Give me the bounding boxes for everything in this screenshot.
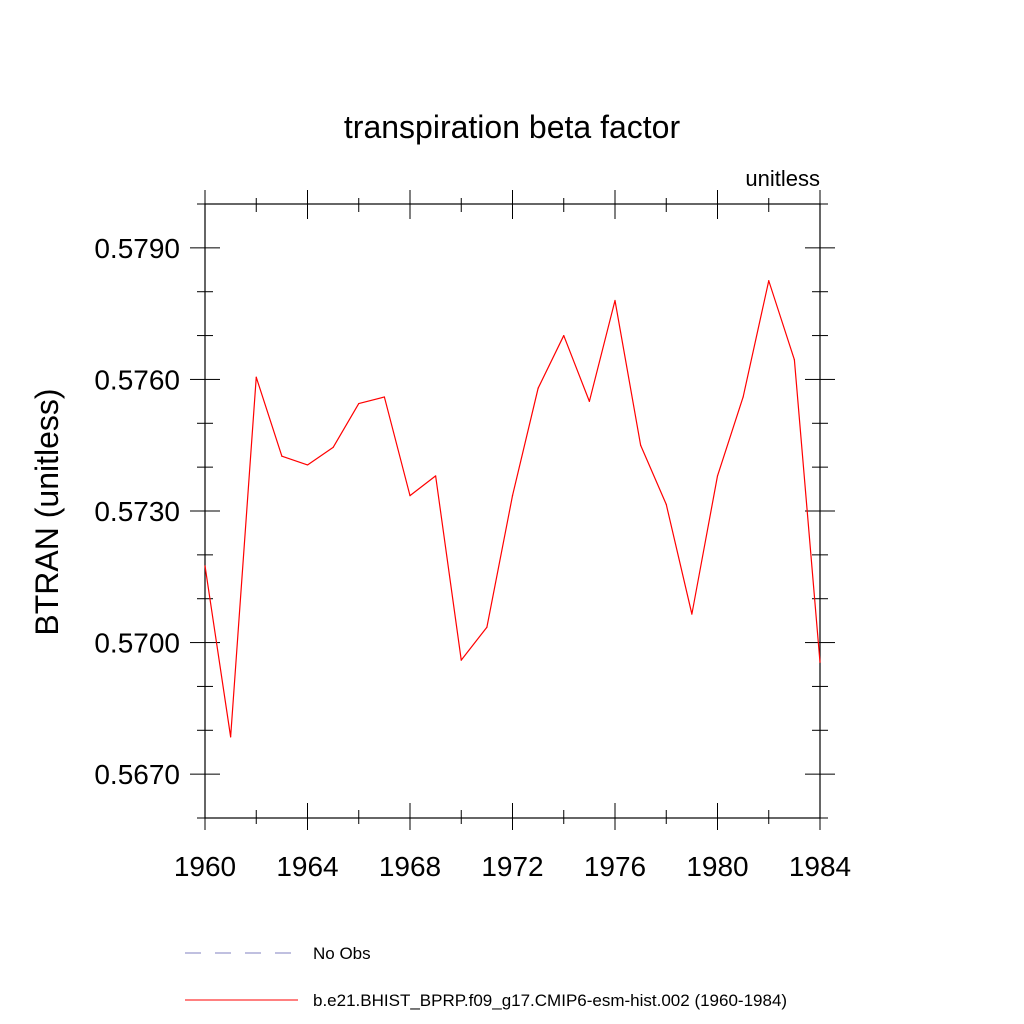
units-label: unitless	[745, 166, 820, 191]
data-point	[716, 475, 719, 477]
data-point	[435, 475, 437, 477]
data-point	[409, 495, 411, 497]
data-point	[511, 495, 514, 497]
chart-title: transpiration beta factor	[344, 109, 681, 145]
data-point	[230, 736, 232, 738]
data-point	[742, 396, 744, 398]
data-point	[460, 659, 462, 661]
data-point	[614, 299, 616, 302]
data-point	[819, 661, 821, 663]
data-point	[793, 359, 795, 361]
data-point	[768, 280, 770, 282]
x-tick-label: 1960	[174, 851, 236, 882]
y-tick-label: 0.5790	[94, 233, 180, 264]
x-tick-label: 1976	[584, 851, 646, 882]
axis-ticks	[190, 190, 835, 830]
data-point	[486, 626, 488, 628]
x-tick-label: 1972	[481, 851, 543, 882]
data-point	[204, 565, 206, 567]
legend-label-model: b.e21.BHIST_BPRP.f09_g17.CMIP6-esm-hist.…	[313, 991, 787, 1010]
y-tick-labels: 0.5670 0.5700 0.5730 0.5760 0.5790	[94, 233, 180, 790]
y-axis-label: BTRAN (unitless)	[29, 388, 65, 635]
x-tick-label: 1968	[379, 851, 441, 882]
y-tick-label: 0.5670	[94, 759, 180, 790]
data-point	[588, 400, 590, 402]
y-tick-label: 0.5700	[94, 628, 180, 659]
y-tick-label: 0.5760	[94, 364, 180, 395]
x-tick-labels: 1960 1964 1968 1972 1976 1980 1984	[174, 851, 851, 882]
plot-frame	[204, 203, 821, 819]
data-point	[306, 464, 309, 466]
data-point	[281, 455, 283, 457]
data-point	[563, 334, 565, 337]
data-point	[691, 613, 693, 615]
x-tick-label: 1964	[276, 851, 338, 882]
data-point	[537, 387, 539, 389]
series-line-0	[204, 280, 821, 738]
y-tick-label: 0.5730	[94, 496, 180, 527]
data-point	[383, 396, 385, 398]
x-tick-label: 1984	[789, 851, 851, 882]
data-point	[255, 376, 257, 378]
data-point	[640, 444, 642, 446]
data-point	[332, 446, 334, 449]
data-point	[665, 503, 667, 506]
series-group	[204, 280, 821, 738]
legend-label-no-obs: No Obs	[313, 944, 371, 963]
data-point	[358, 402, 360, 405]
x-tick-label: 1980	[686, 851, 748, 882]
legend: No Obs b.e21.BHIST_BPRP.f09_g17.CMIP6-es…	[185, 944, 787, 1010]
